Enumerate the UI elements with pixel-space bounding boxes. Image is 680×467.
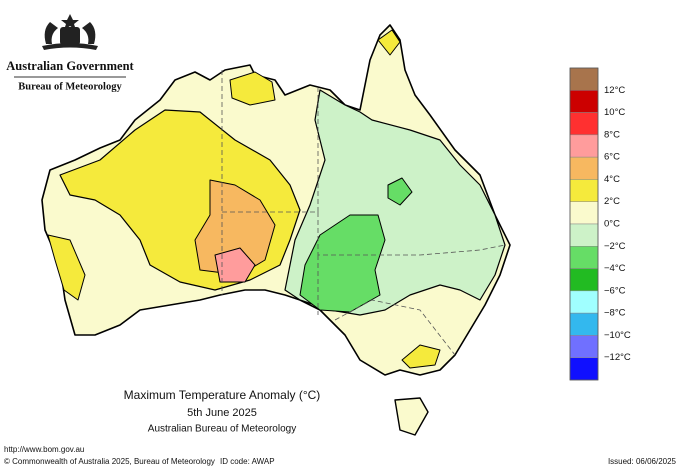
legend-swatch [569, 112, 599, 136]
legend-label: 8°C [604, 129, 620, 140]
warm-area-cape [377, 29, 401, 56]
legend-swatch [569, 223, 599, 247]
pink-area [214, 247, 256, 283]
legend-label: 10°C [604, 107, 625, 118]
legend-swatch [569, 268, 599, 292]
footer-url: http://www.bom.gov.au [4, 445, 84, 454]
map-title: Maximum Temperature Anomaly (°C) [124, 388, 321, 402]
map [41, 24, 511, 436]
cold-spot [387, 177, 413, 206]
legend-label: 0°C [604, 219, 620, 230]
legend: 12°C 10°C 8°C 6°C 4°C 2°C 0°C −2°C −4°C −6°C −8°C −… [569, 67, 631, 381]
legend-frame [569, 67, 599, 381]
warm-area-west [47, 234, 86, 301]
legend-label: 4°C [604, 174, 620, 185]
cold-area [299, 214, 386, 313]
warm-area-north [229, 71, 276, 106]
coat-of-arms [42, 14, 98, 50]
agency-name: Bureau of Meteorology [18, 81, 122, 92]
legend-label: 12°C [604, 85, 625, 96]
footer-issued: Issued: 06/06/2025 [608, 457, 677, 466]
legend-swatch [569, 67, 599, 91]
government-name: Australian Government [6, 59, 134, 73]
legend-swatch [569, 90, 599, 113]
legend-swatch [569, 156, 599, 180]
legend-swatch [569, 312, 599, 336]
legend-label: 6°C [604, 152, 620, 163]
legend-swatch [569, 201, 599, 225]
legend-label: −4°C [604, 263, 626, 274]
legend-label: −6°C [604, 285, 626, 296]
legend-swatch [569, 290, 599, 314]
legend-swatch [569, 357, 599, 381]
map-source: Australian Bureau of Meteorology [148, 424, 296, 435]
warm-area-vic [401, 344, 441, 369]
legend-swatch [569, 179, 599, 202]
footer-id-code: ID code: AWAP [220, 457, 275, 466]
map-date: 5th June 2025 [187, 407, 257, 419]
state-borders [221, 70, 506, 356]
legend-swatch [569, 335, 599, 358]
legend-label: 2°C [604, 196, 620, 207]
tasmania [394, 397, 429, 436]
legend-swatch [569, 246, 599, 269]
legend-label: −8°C [604, 308, 626, 319]
footer-copyright: © Commonwealth of Australia 2025, Bureau… [4, 457, 215, 466]
legend-swatch [569, 134, 599, 158]
legend-label: −10°C [604, 330, 631, 341]
legend-label: −12°C [604, 352, 631, 363]
legend-label: −2°C [604, 241, 626, 252]
